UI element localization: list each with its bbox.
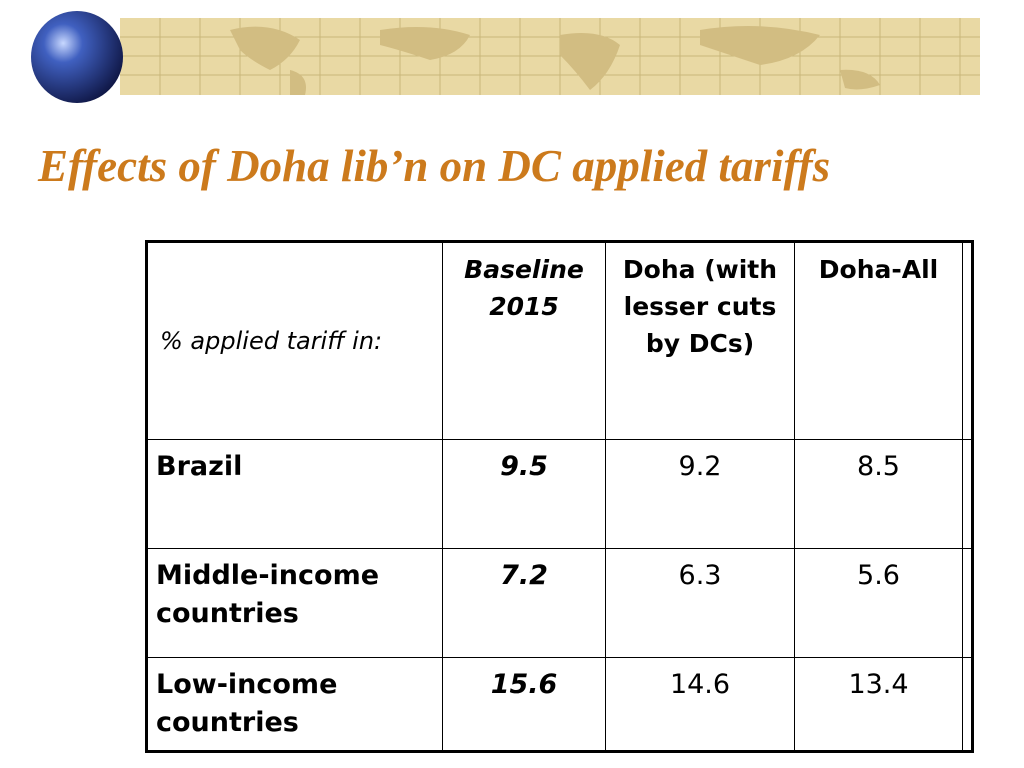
cell: 8.5 [794, 439, 963, 549]
cell: 15.6 [442, 657, 606, 752]
map-continents [230, 26, 880, 95]
header-cell: Baseline 2015 [442, 241, 606, 440]
header-row: % applied tariff in: Baseline 2015 Doha … [146, 241, 973, 440]
cell: 7.2 [442, 548, 606, 658]
cell: 14.6 [605, 657, 795, 752]
tariff-table: % applied tariff in: Baseline 2015 Doha … [145, 240, 974, 753]
header-cell: Doha-All [794, 241, 963, 440]
row: Low-income countries 15.6 14.6 13.4 [146, 657, 973, 752]
slide-title: Effects of Doha lib’n on DC applied tari… [38, 141, 831, 191]
cell: 9.2 [605, 439, 795, 549]
header-cell: % applied tariff in: [146, 241, 443, 440]
cell: 13.4 [794, 657, 963, 752]
empty-cell [962, 657, 973, 752]
row-label: Middle-income countries [146, 548, 443, 658]
row: Brazil 9.5 9.2 8.5 [146, 439, 973, 549]
cell: 6.3 [605, 548, 795, 658]
row: Middle-income countries 7.2 6.3 5.6 [146, 548, 973, 658]
empty-cell [962, 439, 973, 549]
banner [31, 11, 980, 103]
cell: 9.5 [442, 439, 606, 549]
row-label: Low-income countries [146, 657, 443, 752]
empty-cell [962, 241, 973, 440]
empty-cell [962, 548, 973, 658]
globe [31, 11, 123, 103]
cell: 5.6 [794, 548, 963, 658]
header-cell: Doha (with lesser cuts by DCs) [605, 241, 795, 440]
row-label: Brazil [146, 439, 443, 549]
